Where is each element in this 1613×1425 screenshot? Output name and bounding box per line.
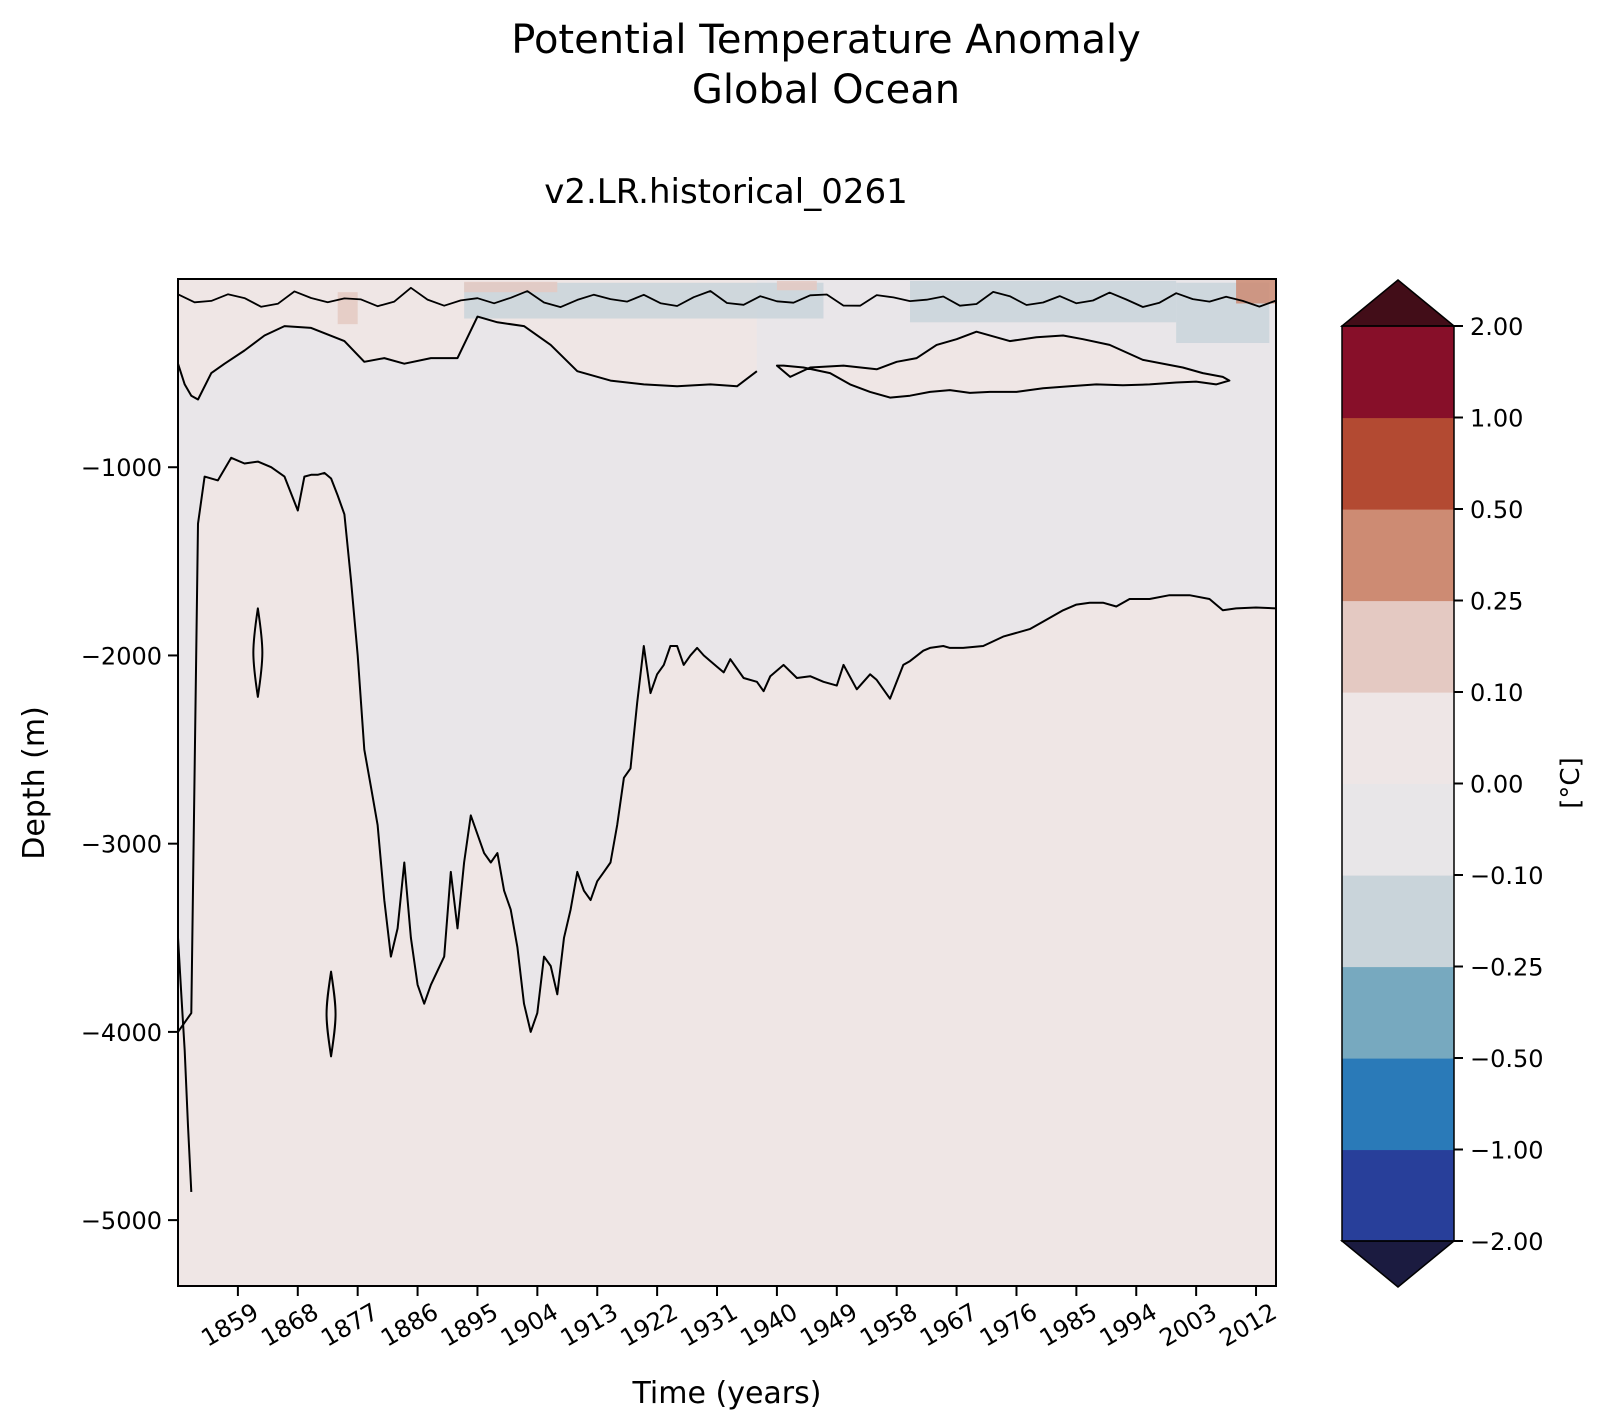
x-tick-label: 1931 <box>676 1298 743 1353</box>
x-tick-label: 1994 <box>1095 1298 1162 1353</box>
x-tick-label: 2012 <box>1215 1298 1282 1353</box>
colorbar-segment <box>1342 600 1454 693</box>
zero-contour-surface <box>177 286 1277 309</box>
colorbar-over-triangle <box>1339 279 1457 327</box>
chart-title: Potential Temperature Anomaly <box>511 17 1141 63</box>
colorbar-under-triangle <box>1339 1240 1457 1288</box>
x-tick-label: 1985 <box>1035 1298 1102 1353</box>
x-tick-label: 1868 <box>256 1298 323 1353</box>
x-tick-label: 2003 <box>1155 1298 1222 1353</box>
colorbar-tick-label: −2.00 <box>1470 1228 1544 1256</box>
zero-contour-edge <box>177 937 193 1192</box>
colorbar-tick-label: −0.25 <box>1470 954 1544 982</box>
x-axis-label: Time (years) <box>632 1376 822 1411</box>
x-tick-label: 1895 <box>436 1298 503 1353</box>
plot-area <box>177 278 1277 1287</box>
x-tick-label: 1886 <box>376 1298 443 1353</box>
run-label: v2.LR.historical_0261 <box>544 172 908 212</box>
colorbar-label: [°C] <box>1556 757 1586 808</box>
y-axis-label: Depth (m) <box>17 706 52 860</box>
colorbar-segment <box>1342 1058 1454 1151</box>
x-tick-label: 1949 <box>795 1298 862 1353</box>
x-tick-label: 1913 <box>556 1298 623 1353</box>
colorbar-segment <box>1342 966 1454 1059</box>
x-tick-label: 1904 <box>496 1298 563 1353</box>
zero-contour-loop <box>252 607 264 698</box>
y-tick-label: −5000 <box>81 1207 162 1235</box>
colorbar-segment <box>1342 326 1454 419</box>
surface-warm-patch <box>1236 279 1276 304</box>
colorbar-tick-label: 1.00 <box>1470 405 1523 433</box>
x-tick-label: 1877 <box>316 1298 383 1353</box>
zero-contours <box>177 286 1277 1192</box>
colorbar-tick-label: −0.10 <box>1470 862 1544 890</box>
surface-warm-patch <box>776 280 817 291</box>
colorbar-tick-label: 0.10 <box>1470 679 1523 707</box>
chart-subtitle: Global Ocean <box>692 67 960 113</box>
colorbar-tick-label: 0.25 <box>1470 588 1523 616</box>
x-tick-label: 1967 <box>915 1298 982 1353</box>
zero-contour-main <box>177 456 1277 1033</box>
y-tick-label: −3000 <box>81 831 162 859</box>
y-axis: −1000 −2000 −3000 −4000 −5000 <box>81 454 178 1235</box>
colorbar-segment <box>1342 417 1454 510</box>
colorbar-tick-label: 0.00 <box>1470 771 1523 799</box>
plot-frame <box>177 278 1277 1287</box>
y-tick-label: −2000 <box>81 642 162 670</box>
colorbar-tick-label: 2.00 <box>1470 313 1523 341</box>
x-tick-label: 1958 <box>855 1298 922 1353</box>
zero-contour-upper <box>177 315 758 401</box>
colorbar-tick-label: −1.00 <box>1470 1137 1544 1165</box>
colorbar: −2.00 −1.00 −0.50 −0.25 −0.10 0.00 0.10 0.25 0.5… <box>1339 279 1544 1288</box>
x-tick-label: 1976 <box>975 1298 1042 1353</box>
y-tick-label: −1000 <box>81 454 162 482</box>
x-tick-label: 1940 <box>735 1298 802 1353</box>
colorbar-segment <box>1342 692 1454 785</box>
colorbar-segment <box>1342 783 1454 876</box>
colorbar-tick-label: 0.50 <box>1470 496 1523 524</box>
x-axis: 1859186818771886189519041913192219311940… <box>196 1286 1281 1352</box>
x-tick-label: 1922 <box>616 1298 683 1353</box>
surface-warm-patch <box>464 281 558 293</box>
zero-contour-warm-lens <box>775 330 1231 399</box>
surface-warm-patch <box>337 292 358 325</box>
y-tick-label: −4000 <box>81 1019 162 1047</box>
colorbar-tick-label: −0.50 <box>1470 1045 1544 1073</box>
colorbar-segment <box>1342 1149 1454 1242</box>
colorbar-segment <box>1342 509 1454 602</box>
x-tick-label: 1859 <box>196 1298 263 1353</box>
zero-contour-loop <box>325 970 337 1058</box>
near-zero-region <box>178 279 1276 1032</box>
colorbar-segment <box>1342 875 1454 968</box>
